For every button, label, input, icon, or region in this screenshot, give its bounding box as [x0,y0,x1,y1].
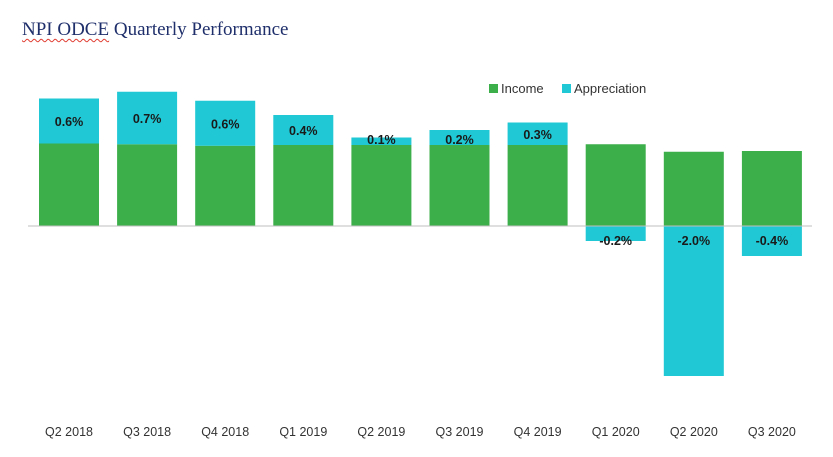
x-tick-label: Q2 2020 [670,425,718,439]
legend-swatch-icon [489,84,498,93]
data-labels-layer: 0.6% 0.7% 0.6% 0.4% 0.1% 0.2% 0.3% -0.2% -2.0% -0… [55,112,788,248]
appreciation-bar [351,137,412,145]
appreciation-bar [39,98,99,144]
x-tick-label: Q1 2020 [592,425,640,439]
appreciation-data-label: 0.7% [133,112,162,126]
appreciation-bar [585,226,646,241]
income-bar [507,145,568,226]
x-tick-label: Q2 2018 [45,425,93,439]
appreciation-bar [195,100,256,146]
x-axis-ticks: Q2 2018 Q3 2018 Q4 2018 Q1 2019 Q2 2019 Q3 20… [45,425,796,439]
appreciation-bar [741,226,802,256]
bars-layer [39,91,802,376]
income-bar [195,145,256,226]
income-bar [39,143,99,226]
x-tick-label: Q1 2019 [279,425,327,439]
legend: Income Appreciation [489,81,646,96]
income-bar [117,144,178,226]
income-bar [429,145,490,226]
x-tick-label: Q3 2020 [748,425,796,439]
appreciation-bar [273,115,334,145]
appreciation-bar [117,91,178,145]
title-rest: Quarterly Performance [109,19,289,40]
appreciation-data-label: 0.6% [211,117,240,131]
appreciation-bar [429,130,490,145]
income-bar [351,145,412,226]
legend-label: Appreciation [574,81,646,96]
appreciation-data-label: 0.3% [523,128,552,142]
chart-title: NPI ODCE Quarterly Performance [22,19,288,41]
income-bar [663,151,724,226]
legend-swatch-icon [562,84,571,93]
title-underlined-part: NPI ODCE [22,19,110,40]
appreciation-data-label: -0.4% [756,234,789,248]
legend-label: Income [501,81,544,96]
appreciation-bar [507,122,568,145]
appreciation-data-label: 0.2% [445,133,474,147]
x-tick-label: Q2 2019 [357,425,405,439]
x-tick-label: Q4 2019 [514,425,562,439]
income-bar [741,151,802,226]
appreciation-data-label: 0.4% [289,124,318,138]
appreciation-data-label: -2.0% [677,234,710,248]
x-tick-label: Q4 2018 [201,425,249,439]
appreciation-data-label: 0.1% [367,133,396,147]
appreciation-data-label: -0.2% [599,234,632,248]
income-bar [585,144,646,226]
x-tick-label: Q3 2019 [436,425,484,439]
x-tick-label: Q3 2018 [123,425,171,439]
income-bar [273,145,334,226]
appreciation-bar [663,226,724,376]
appreciation-data-label: 0.6% [55,115,84,129]
